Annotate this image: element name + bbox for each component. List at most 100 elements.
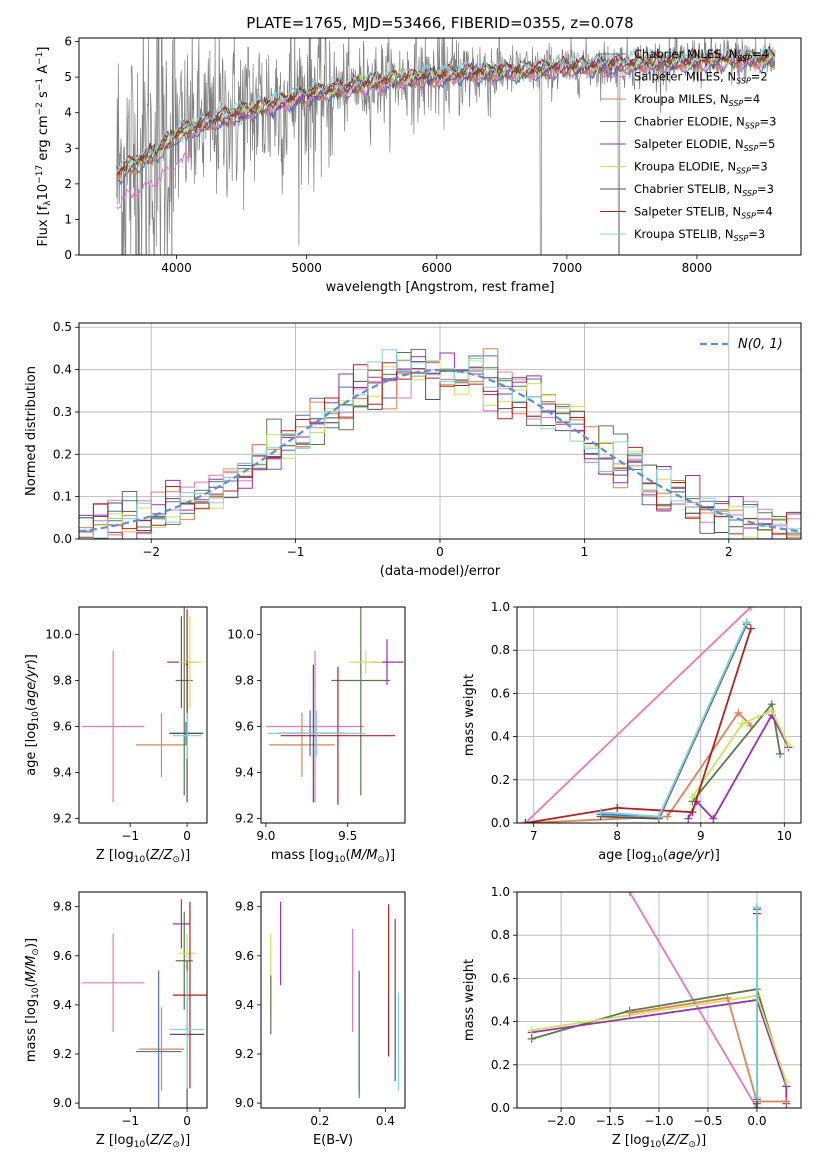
age_vs_Z-plot-area: [81, 607, 204, 803]
y-tick-label: 9.6: [53, 949, 72, 963]
marker-salpeter_stelib: [688, 808, 697, 817]
y-tick-label: 0.0: [53, 532, 72, 546]
x-tick-label: 7000: [552, 261, 583, 275]
x-axis-label: E(B-V): [313, 1133, 353, 1148]
legend-label-salpeter_stelib: Salpeter STELIB, NSSP=4: [634, 205, 773, 221]
y-tick-label: 10.0: [227, 628, 254, 642]
legend-label-normal: N(0, 1): [738, 337, 783, 352]
y-tick-label: 9.4: [235, 765, 254, 779]
data-point-kroupa_stelib: [170, 970, 205, 1089]
spectrum-panel: 4000 5000 6000 7000 8000 0 1 2 3 4 5 6 wavelength [A…: [35, 35, 802, 295]
x-tick-label: 1: [581, 545, 589, 559]
mass_weight_vs_age-plot-area: [521, 607, 793, 823]
x-tick-label: −1: [121, 1114, 139, 1128]
axes-frame: [516, 606, 802, 824]
marker-salpeter_stelib: [521, 819, 530, 823]
marker-kroupa_elodie: [784, 741, 793, 750]
marker-kroupa_elodie: [782, 1078, 791, 1087]
mass_vs_ebv-plot-area: [270, 901, 400, 1099]
x-axis-label: age [log10(age/yr)]: [598, 848, 720, 865]
axes-frame: [78, 891, 208, 1109]
x-tick-label: 9.5: [338, 829, 357, 843]
series-line-salpeter_stelib: [525, 628, 752, 823]
normal-curve: [78, 368, 802, 533]
marker-kroupa_miles: [734, 708, 743, 717]
age_vs_mass-plot-area: [265, 607, 404, 805]
legend-label-kroupa_elodie: Kroupa ELODIE, NSSP=3: [634, 160, 768, 176]
y-tick-label: 9.8: [53, 900, 72, 914]
figure-title: PLATE=1765, MJD=53466, FIBERID=0355, z=0…: [246, 14, 633, 32]
data-point-kroupa_elodie: [178, 616, 202, 709]
y-tick-label: 2: [64, 177, 72, 191]
series-line-salpeter_elodie: [531, 999, 788, 1104]
axes-frame: [516, 891, 802, 1109]
marker-kroupa_elodie: [527, 1026, 536, 1035]
x-tick-label: 8: [613, 829, 621, 843]
series-line-kroupa_miles: [525, 711, 752, 823]
marker-kroupa_stelib: [752, 903, 761, 912]
marker-salpeter_miles: [625, 892, 634, 896]
x-axis-label: Z [log10(Z/Z⊙)]: [96, 1133, 190, 1150]
series-line-chabrier_elodie: [691, 702, 781, 802]
y-tick-label: 9.6: [53, 719, 72, 733]
x-tick-label: 0: [183, 829, 191, 843]
x-tick-label: 2: [725, 545, 733, 559]
model-spectrum-salpeter_stelib: [116, 44, 775, 176]
histogram-kroupa_stelib: [79, 349, 801, 540]
y-axis-label: age [log10(age/yr)]: [24, 654, 41, 776]
y-tick-label: 0.2: [53, 447, 72, 461]
axes-frame: [78, 606, 208, 824]
y-tick-label: 9.8: [235, 674, 254, 688]
x-tick-label: 5000: [291, 261, 322, 275]
y-tick-label: 0.4: [491, 1015, 510, 1029]
x-tick-label: 0.4: [376, 1114, 395, 1128]
data-point-kroupa_stelib: [172, 712, 202, 759]
y-tick-label: 0.1: [53, 490, 72, 504]
marker-kroupa_elodie: [688, 793, 697, 802]
series-line-kroupa_elodie: [691, 709, 790, 798]
y-tick-label: 9.4: [53, 998, 72, 1012]
x-tick-label: 9: [697, 829, 705, 843]
y-tick-label: 0.3: [53, 405, 72, 419]
x-tick-label: −1: [287, 545, 305, 559]
residuals-panel: −2 −1 0 1 2 0.0 0.1 0.2 0.3 0.4 0.5 N(0, 1) (data-mo…: [24, 320, 802, 579]
x-tick-label: 9.0: [256, 829, 275, 843]
marker-kroupa_miles: [625, 1008, 634, 1017]
y-tick-label: 9.2: [235, 811, 254, 825]
data-point-kroupa_stelib: [267, 710, 366, 757]
y-tick-label: 0: [64, 248, 72, 262]
legend-label-salpeter_elodie: Salpeter ELODIE, NSSP=5: [634, 137, 775, 153]
y-tick-label: 9.2: [53, 1047, 72, 1061]
histogram-salpeter_stelib: [79, 362, 801, 535]
legend-label-chabrier_elodie: Chabrier ELODIE, NSSP=3: [634, 115, 776, 131]
y-tick-label: 9.8: [235, 900, 254, 914]
y-tick-label: 9.6: [235, 949, 254, 963]
data-point-kroupa_miles: [138, 1007, 185, 1091]
y-tick-label: 0.2: [491, 1058, 510, 1072]
x-tick-label: −1.0: [644, 1114, 673, 1128]
y-tick-label: 9.0: [235, 1096, 254, 1110]
spectrum-plot-area: [116, 38, 776, 255]
y-tick-label: 6: [64, 35, 72, 49]
y-tick-label: 10.0: [45, 628, 72, 642]
x-axis-label: (data-model)/error: [380, 564, 501, 579]
marker-salpeter_elodie: [709, 814, 718, 823]
age_vs_Z-panel: −1 0 9.2 9.4 9.6 9.8 10.0 Z [log10(Z/Z⊙)] age [l…: [24, 606, 208, 865]
x-tick-label: 7: [530, 829, 538, 843]
data-point-chabrier_miles: [135, 970, 182, 1108]
y-tick-label: 9.4: [235, 998, 254, 1012]
x-axis-label: Z [log10(Z/Z⊙)]: [96, 848, 190, 865]
x-axis-label: mass [log10(M/M⊙)]: [271, 848, 395, 865]
data-point-kroupa_miles: [269, 712, 335, 778]
y-tick-label: 9.2: [235, 1047, 254, 1061]
x-axis-label: wavelength [Angstrom, rest frame]: [326, 280, 555, 295]
marker-salpeter_stelib: [746, 624, 755, 633]
data-point-salpeter_stelib: [172, 901, 207, 1089]
data-point-salpeter_miles: [81, 650, 145, 803]
y-tick-label: 0.0: [491, 816, 510, 830]
series-line-salpeter_miles: [524, 607, 752, 823]
marker-salpeter_stelib: [613, 803, 622, 812]
mass_vs_ebv-panel: 0.2 0.4 9.0 9.2 9.4 9.6 9.8 E(B-V): [235, 891, 406, 1148]
